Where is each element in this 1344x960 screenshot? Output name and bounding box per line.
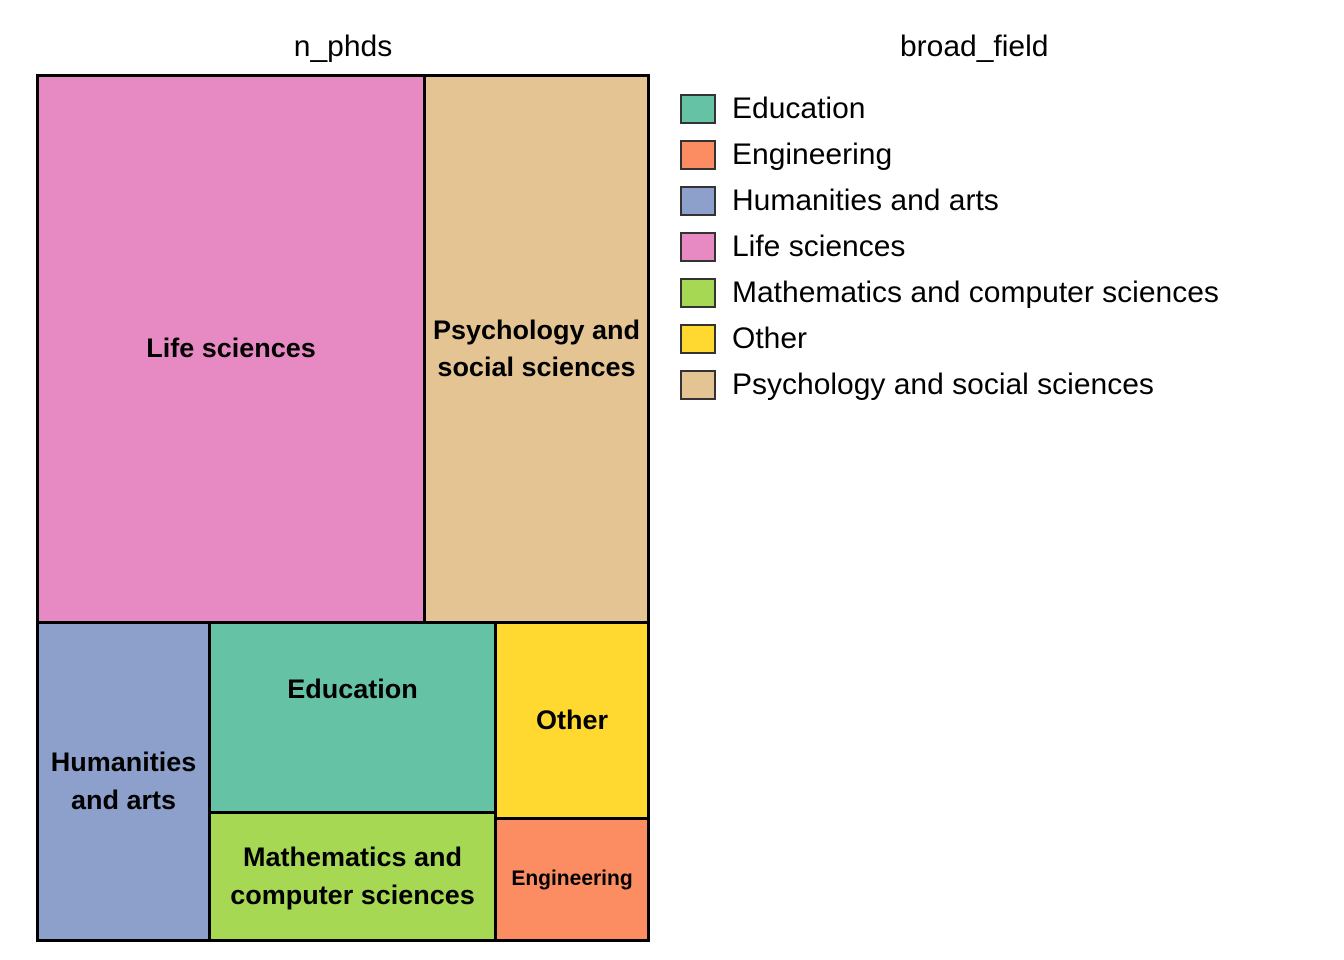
tile-label-line: social sciences (437, 352, 636, 382)
legend-label: Engineering (732, 138, 893, 171)
tile-label-line: Psychology and (432, 314, 641, 345)
legend-label: Psychology and social sciences (732, 368, 1154, 401)
legend-swatch (680, 324, 716, 354)
tile-label-line: Mathematics and (242, 842, 463, 873)
legend-item: Education (680, 92, 865, 126)
legend-swatch (680, 140, 716, 170)
tile-label-line: Engineering (511, 867, 633, 891)
chart-title: n_phds (293, 30, 393, 63)
tile-label: Humanities and arts (51, 744, 197, 819)
tile-label: Other (536, 702, 608, 739)
treemap-tile: Education (208, 621, 497, 814)
tile-label-line: Other (535, 704, 608, 735)
legend-label: Mathematics and computer sciences (732, 276, 1219, 309)
legend-label: Humanities and arts (732, 184, 999, 217)
treemap-tile: Other (494, 621, 650, 820)
legend-label: Other (732, 322, 808, 355)
treemap-tile: Engineering (494, 817, 650, 942)
tile-label: Mathematics and computer sciences (230, 839, 475, 914)
tile-label: Education (287, 671, 418, 708)
tile-label-line: and arts (70, 784, 177, 815)
legend-swatch (680, 232, 716, 262)
legend-swatch (680, 370, 716, 400)
tile-label-line: Life sciences (146, 333, 316, 364)
legend-swatch (680, 186, 716, 216)
legend-item: Other (680, 322, 807, 356)
legend-item: Psychology and social sciences (680, 368, 1154, 402)
legend-item: Mathematics and computer sciences (680, 276, 1219, 310)
legend-item: Engineering (680, 138, 892, 172)
legend-swatch (680, 94, 716, 124)
tile-label-line: computer sciences (230, 879, 475, 910)
legend-item: Life sciences (680, 230, 905, 264)
tile-label-line: Education (287, 673, 418, 704)
tile-label: Psychology and social sciences (433, 312, 640, 387)
treemap-tile: Psychology and social sciences (423, 74, 650, 624)
tile-label-line: Humanities (50, 747, 197, 778)
legend-label: Life sciences (732, 230, 906, 263)
legend-item: Humanities and arts (680, 184, 999, 218)
legend-label: Education (732, 92, 866, 125)
treemap-tile: Life sciences (36, 74, 426, 624)
legend-title: broad_field (900, 30, 1049, 63)
tile-label: Life sciences (146, 330, 316, 367)
treemap-tile: Mathematics and computer sciences (208, 811, 497, 942)
treemap-tile: Humanities and arts (36, 621, 211, 942)
tile-label: Engineering (511, 865, 632, 894)
treemap-plot: Life sciences Psychology and social scienc… (36, 74, 650, 942)
legend-swatch (680, 278, 716, 308)
